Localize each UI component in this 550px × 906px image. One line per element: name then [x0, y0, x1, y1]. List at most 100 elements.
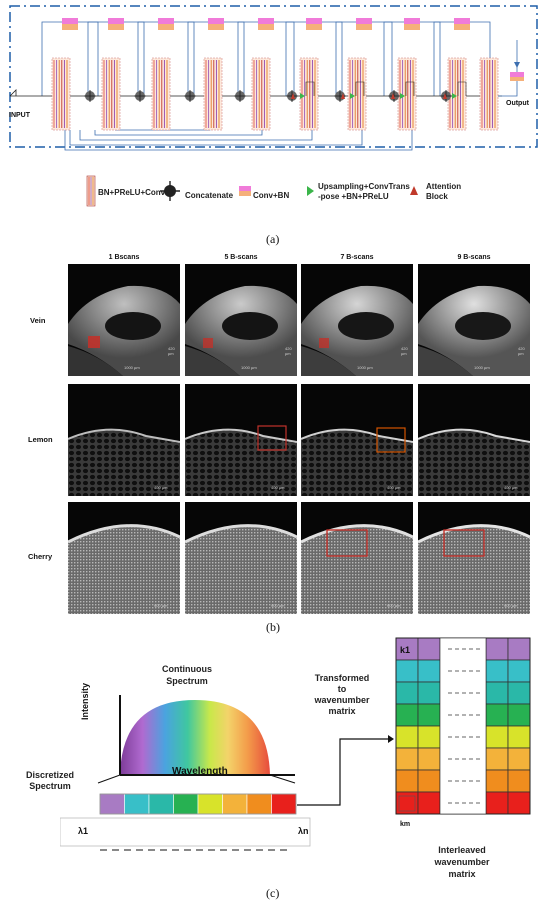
- input-arrow: [9, 89, 17, 97]
- convbn-top-6: [356, 18, 372, 24]
- skip-line-top-3: [187, 21, 208, 96]
- row-title-lemon: Lemon: [28, 435, 53, 444]
- continuous-spectrum-plot: [97, 695, 296, 784]
- transformed-2: to: [337, 684, 347, 694]
- attention-marker-0: [291, 93, 295, 99]
- scan-cherry-9: 900 µm: [418, 502, 530, 614]
- transform-arrow: [297, 735, 394, 806]
- skip-line-top-5: [285, 21, 306, 96]
- up-loop-0: [305, 81, 315, 96]
- concatenate-node-2: [184, 90, 196, 102]
- bn-prelu-conv-block-5: [299, 57, 319, 131]
- discretized-bar: [99, 793, 297, 815]
- concatenate-node-1: [134, 90, 146, 102]
- bn-prelu-conv-block-6: [347, 57, 367, 131]
- legend-convbn-icon: [239, 186, 251, 196]
- up-loop-3: [457, 81, 467, 96]
- matrix-cell-0-2: [485, 637, 509, 661]
- panel-c-label: (c): [266, 886, 280, 900]
- legend: [86, 175, 418, 207]
- convbn-top-7: [404, 18, 420, 24]
- convbn-bottom-4: [258, 24, 274, 30]
- bn-prelu-conv-block-7: [397, 57, 417, 131]
- convbn-top-4: [258, 18, 274, 24]
- matrix-cell-3-0: [395, 703, 419, 727]
- bn-prelu-conv-block-2: [151, 57, 171, 131]
- matrix-cell-4-2: [485, 725, 509, 749]
- legend-bn-icon: [86, 175, 96, 207]
- matrix-cell-2-1: [417, 681, 441, 705]
- matrix-cell-5-0: [395, 747, 419, 771]
- concatenate-node-0: [84, 90, 96, 102]
- discrete-cell-4: [197, 793, 223, 815]
- bracket-left: [97, 774, 121, 784]
- scan-lemon-5: 400 µm: [185, 384, 297, 496]
- matrix-cell-1-2: [485, 659, 509, 683]
- convbn-bottom-1: [108, 24, 124, 30]
- output-convbn-bottom: [510, 77, 524, 81]
- continuous-title-2: Spectrum: [166, 676, 208, 686]
- scan-vein-1: 1000 µm 420 µm: [68, 264, 180, 376]
- legend-upsample-text-1: Upsampling+ConvTrans: [318, 182, 410, 191]
- matrix-cell-3-3: [507, 703, 531, 727]
- discrete-bar-border: [99, 793, 297, 815]
- scan-lemon-1: 400 µm: [68, 384, 180, 496]
- transformed-3: wavenumber: [314, 695, 370, 705]
- upsample-marker-2: [400, 93, 405, 99]
- convbn-top-8: [454, 18, 470, 24]
- discrete-cell-2: [148, 793, 174, 815]
- matrix-cell-4-0: [395, 725, 419, 749]
- scan-cherry-1: 900 µm: [68, 502, 180, 614]
- matrix-cell-4-3: [507, 725, 531, 749]
- bn-prelu-conv-block-8: [447, 57, 467, 131]
- discrete-cell-0: [99, 793, 125, 815]
- input-label: INPUT: [9, 112, 30, 119]
- convbn-top-1: [108, 18, 124, 24]
- convbn-top-5: [306, 18, 322, 24]
- convbn-bottom-2: [158, 24, 174, 30]
- discrete-cell-3: [173, 793, 199, 815]
- up-loop-2: [405, 81, 415, 96]
- y-axis-label: Intensity: [80, 682, 90, 720]
- discrete-cell-5: [222, 793, 248, 815]
- output-line: [498, 81, 518, 97]
- skip-line-top-0: [41, 21, 62, 96]
- attention-marker-1: [341, 93, 345, 99]
- convbn-top-2: [158, 18, 174, 24]
- discrete-cell-6: [246, 793, 272, 815]
- concatenate-node-3: [234, 90, 246, 102]
- interleaved-3: matrix: [448, 869, 476, 879]
- matrix-cell-0-1: [417, 637, 441, 661]
- matrix-cell-5-1: [417, 747, 441, 771]
- km-box: [398, 795, 416, 812]
- bn-prelu-conv-block-4: [251, 57, 271, 131]
- matrix-cell-6-0: [395, 769, 419, 793]
- convbn-top-3: [208, 18, 224, 24]
- skip-line-top-r-4: [274, 21, 295, 96]
- transformed-1: Transformed: [314, 673, 370, 683]
- column-title-4: 9 B-scans: [457, 254, 491, 261]
- scan-vein-9: 1000 µm 420 µm: [418, 264, 530, 376]
- skip-line-top-r-5: [322, 21, 343, 96]
- scan-vein-5: 1000 µm 420 µm: [185, 264, 297, 376]
- skip-line-top-r-6: [372, 21, 393, 96]
- convbn-bottom-5: [306, 24, 322, 30]
- column-title-2: 5 B-scans: [224, 254, 258, 261]
- matrix-cell-5-2: [485, 747, 509, 771]
- km-label: km: [400, 821, 411, 828]
- skip-line-top-r-7: [420, 21, 441, 96]
- matrix-cell-7-2: [485, 791, 509, 815]
- matrix-cell-6-3: [507, 769, 531, 793]
- bn-prelu-conv-block-1: [101, 57, 121, 131]
- attention-marker-3: [443, 93, 447, 99]
- lambda-start: λ1: [78, 826, 89, 836]
- matrix-cell-6-2: [485, 769, 509, 793]
- skip-line-top-r-2: [174, 21, 195, 96]
- scan-lemon-7: 400 µm: [301, 384, 413, 496]
- skip-line-top-4: [237, 21, 258, 96]
- matrix-cell-1-0: [395, 659, 419, 683]
- matrix-cell-1-3: [507, 659, 531, 683]
- legend-concat-text: Concatenate: [185, 191, 234, 200]
- matrix-gap: [439, 637, 487, 815]
- legend-convbn-text: Conv+BN: [253, 191, 290, 200]
